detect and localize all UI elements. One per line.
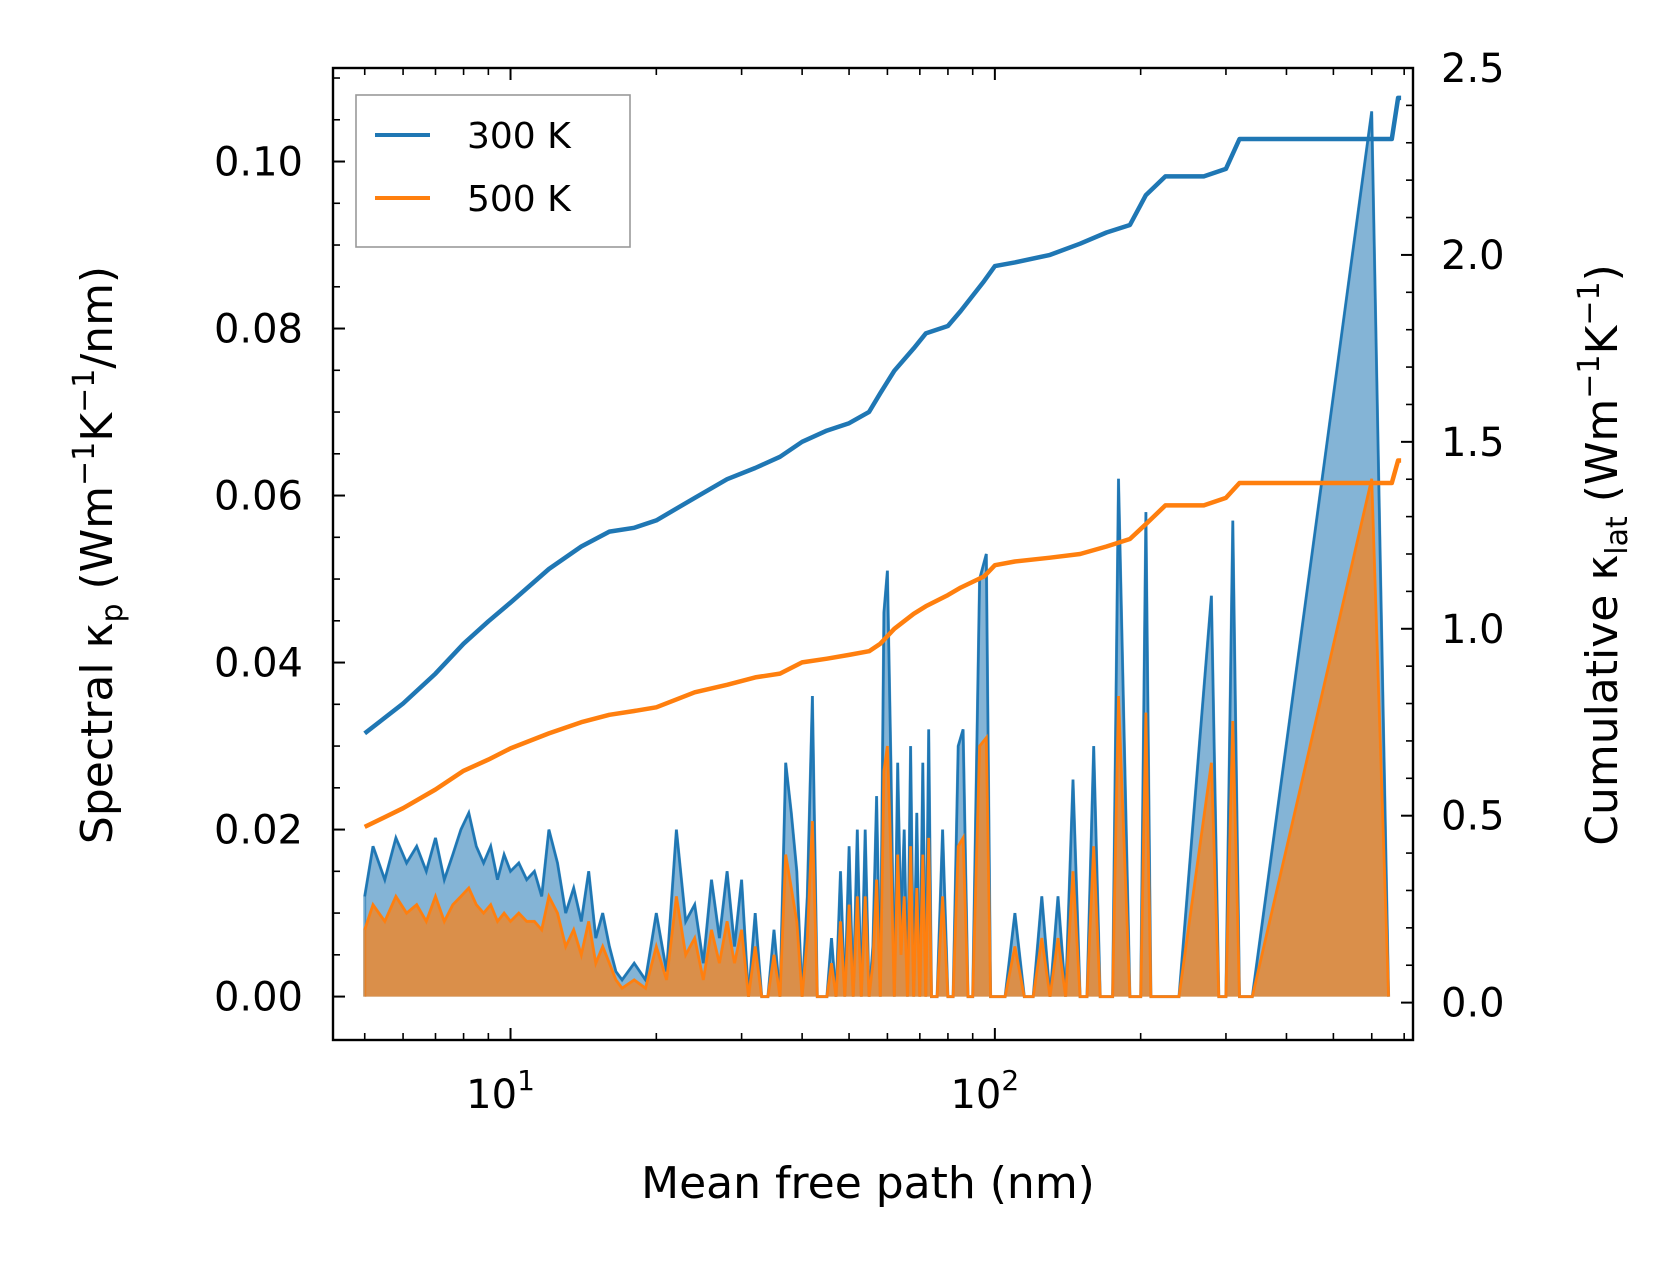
y-left-label-sub: p [95,603,130,622]
y-left-label-main: Spectral κ [72,623,123,845]
cumulative-series-layer [363,95,1402,829]
y-left-label-unit-suffix: /nm) [72,266,123,369]
y-left-tick-label: 0.02 [214,808,303,854]
legend-500k-label: 500 K [467,179,572,220]
y-left-tick-label: 0.08 [214,307,303,353]
legend-box [355,94,631,248]
y-left-label-unit-prefix: (Wm [72,486,123,604]
y-right-label-unit-mid: K [1577,324,1628,354]
x-axis-label: Mean free path (nm) [641,1158,1095,1209]
spectral-series-layer [363,111,1391,999]
y-left-tick-label: 0.10 [214,140,303,186]
legend-300k-label: 300 K [467,116,572,157]
spectral-line-1 [363,478,1390,998]
x-tick-label: 102 [950,1064,1019,1118]
ticks-layer: 101 1020.000.020.040.060.080.100.00.51.01… [214,46,1505,1118]
x-tick-base: 10 [950,1072,1001,1118]
y-right-label-unit-suffix: ) [1577,264,1628,281]
x-tick-label: 101 [466,1064,535,1118]
y-right-label-main: Cumulative κ [1577,555,1628,846]
y-axis-label-right: Cumulative κlat (Wm−1K−1) [1572,264,1635,846]
y-right-label-sub: lat [1600,516,1635,555]
legend: 300 K 500 K [355,94,631,248]
x-tick-base: 10 [466,1072,517,1118]
cumulative-line-300k [363,95,1402,736]
y-left-label-sup1: −1 [67,442,102,486]
y-right-label-sup1: −1 [1572,354,1607,398]
y-left-label-unit-mid: K [72,412,123,442]
x-tick-exp: 1 [517,1064,535,1097]
x-tick-exp: 2 [1001,1064,1019,1097]
y-left-tick-label: 0.04 [214,641,303,687]
y-right-tick-label: 2.0 [1441,233,1505,279]
y-left-tick-label: 0.00 [214,975,303,1021]
plot-frame [331,66,1415,1042]
y-axis-label-left: Spectral κp (Wm−1K−1/nm) [67,266,130,844]
y-right-tick-label: 0.0 [1441,981,1505,1027]
y-right-tick-label: 0.5 [1441,794,1505,840]
y-left-tick-label: 0.06 [214,474,303,520]
cumulative-line-500k [363,458,1402,829]
y-right-tick-label: 1.0 [1441,607,1505,653]
y-right-label-sup2: −1 [1572,281,1607,325]
y-right-label-unit-prefix: (Wm [1577,399,1628,517]
y-left-label-sup2: −1 [67,369,102,413]
y-right-tick-label: 1.5 [1441,420,1505,466]
y-right-tick-label: 2.5 [1441,46,1505,92]
